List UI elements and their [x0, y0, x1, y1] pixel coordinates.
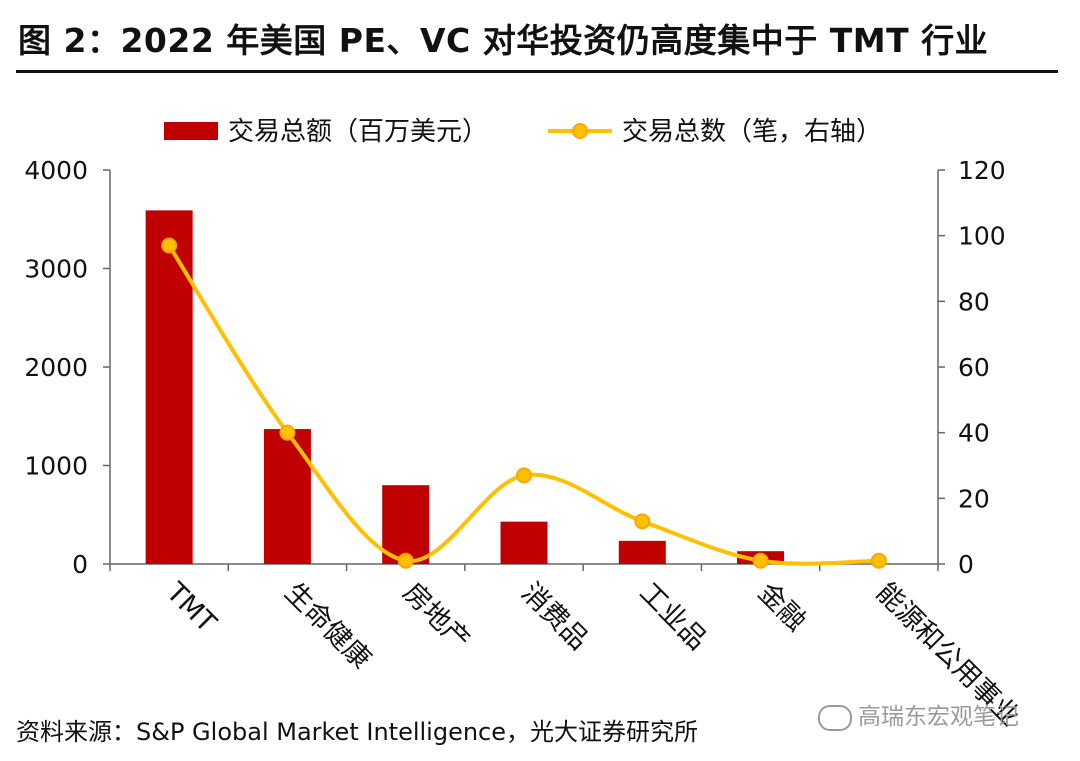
right-tick-label: 0 [958, 550, 974, 579]
count-point-消费品 [516, 467, 532, 484]
legend-layer: 交易总额（百万美元） 交易总数（笔，右轴） [164, 117, 882, 147]
count-point-房地产 [397, 552, 414, 569]
count-point-工业品 [634, 513, 651, 530]
watermark: 高瑞东宏观笔记 [818, 697, 1019, 731]
left-tick-label: 4000 [24, 156, 88, 185]
count-point-TMT [161, 237, 178, 254]
right-tick-label: 60 [958, 353, 990, 382]
bar-工业品 [618, 540, 666, 564]
category-label: 生命健康 [278, 577, 376, 675]
right-tick-label: 40 [958, 419, 990, 448]
bar-消费品 [500, 521, 548, 564]
source-note: 资料来源：S&P Global Market Intelligence，光大证券… [16, 718, 699, 746]
watermark-text: 高瑞东宏观笔记 [858, 704, 1019, 730]
category-label: TMT [159, 576, 222, 639]
page-title: 图 2：2022 年美国 PE、VC 对华投资仍高度集中于 TMT 行业 [18, 21, 989, 60]
legend-label-bar: 交易总额（百万美元） [228, 117, 488, 147]
count-series-line [167, 244, 879, 566]
left-tick-label: 3000 [24, 255, 88, 284]
category-label: 工业品 [633, 577, 712, 656]
count-point-金融 [752, 552, 769, 569]
wechat-icon [818, 704, 852, 731]
bars-layer [145, 210, 785, 564]
left-tick-label: 2000 [24, 353, 88, 382]
count-point-生命健康 [279, 424, 296, 441]
axes-layer [103, 169, 945, 571]
legend-label-line: 交易总数（笔，右轴） [622, 117, 882, 147]
right-tick-label: 20 [958, 484, 990, 513]
line-layer [161, 237, 887, 569]
bar-TMT [145, 210, 193, 564]
category-label: 金融 [752, 577, 812, 637]
left-tick-label: 0 [72, 550, 88, 579]
right-tick-label: 80 [958, 287, 990, 316]
bar-房地产 [382, 485, 430, 564]
right-tick-label: 120 [958, 156, 1006, 185]
title-rule [16, 70, 1058, 73]
right-tick-label: 100 [958, 222, 1006, 251]
category-label: 房地产 [397, 577, 476, 656]
legend-swatch-marker [572, 123, 588, 139]
category-label: 消费品 [515, 577, 594, 656]
legend-swatch-bar [164, 122, 218, 140]
bar-生命健康 [263, 429, 311, 564]
count-point-能源和公用事业 [870, 552, 887, 569]
left-tick-label: 1000 [24, 452, 88, 481]
